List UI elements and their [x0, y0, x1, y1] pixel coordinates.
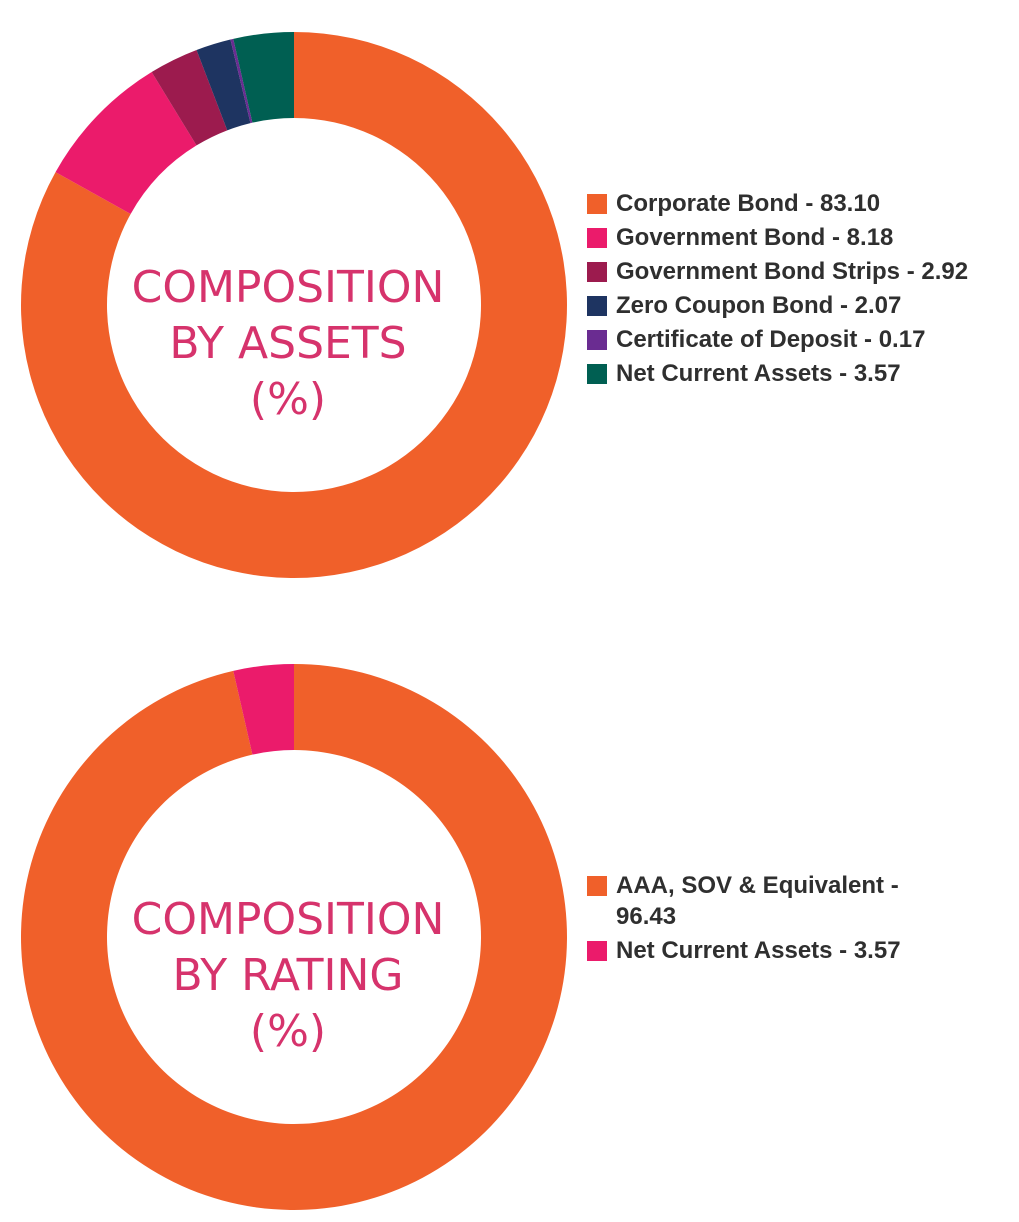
- legend-item-government-bond-strips: Government Bond Strips - 2.92: [587, 256, 1012, 287]
- legend-item-certificate-of-deposit: Certificate of Deposit - 0.17: [587, 324, 1012, 355]
- legend-label: AAA, SOV & Equivalent - 96.43: [616, 872, 899, 930]
- legend-swatch: [587, 876, 607, 896]
- composition-by-assets-chart: COMPOSITION BY ASSETS (%) Corporate Bond…: [0, 0, 1019, 610]
- assets-legend: Corporate Bond - 83.10 Government Bond -…: [587, 188, 1012, 392]
- slice-aaa-sov-equivalent: [21, 664, 568, 1210]
- legend-label: Certificate of Deposit - 0.17: [616, 326, 926, 353]
- rating-donut-chart: [21, 664, 568, 1210]
- legend-item-zero-coupon-bond: Zero Coupon Bond - 2.07: [587, 290, 1012, 321]
- rating-title-line-1: COMPOSITION: [131, 894, 445, 945]
- assets-title-line-1: COMPOSITION: [131, 262, 445, 313]
- legend-label: Government Bond - 8.18: [616, 224, 894, 251]
- assets-title-line-2: BY ASSETS: [169, 318, 407, 369]
- legend-swatch: [587, 296, 607, 316]
- legend-item-corporate-bond: Corporate Bond - 83.10: [587, 188, 1012, 219]
- rating-title-line-3: (%): [249, 1006, 327, 1057]
- legend-label: Government Bond Strips - 2.92: [616, 258, 969, 285]
- legend-swatch: [587, 330, 607, 350]
- assets-chart-title: COMPOSITION BY ASSETS (%): [108, 260, 468, 428]
- slice-certificate-of-deposit: [230, 38, 253, 124]
- legend-label: Net Current Assets - 3.57: [616, 360, 901, 387]
- assets-donut-chart: [20, 32, 568, 578]
- rating-chart-title: COMPOSITION BY RATING (%): [108, 892, 468, 1060]
- composition-by-rating-chart: COMPOSITION BY RATING (%) AAA, SOV & Equ…: [0, 610, 1019, 1222]
- slice-government-bond-strips: [151, 49, 228, 146]
- legend-swatch: [587, 262, 607, 282]
- slice-zero-coupon-bond: [196, 39, 251, 131]
- legend-label: Zero Coupon Bond - 2.07: [616, 292, 902, 319]
- legend-swatch: [587, 194, 607, 214]
- slice-government-bond: [55, 72, 197, 214]
- slice-corporate-bond: [20, 32, 568, 578]
- assets-title-line-3: (%): [249, 374, 327, 425]
- slice-net-current-assets: [233, 664, 294, 755]
- legend-label: Net Current Assets - 3.57: [616, 937, 901, 964]
- rating-title-line-2: BY RATING: [172, 950, 404, 1001]
- slice-net-current-assets: [233, 32, 294, 123]
- legend-swatch: [587, 364, 607, 384]
- legend-swatch: [587, 228, 607, 248]
- rating-legend: AAA, SOV & Equivalent - 96.43 Net Curren…: [587, 870, 947, 969]
- legend-swatch: [587, 941, 607, 961]
- legend-item-aaa-sov-equivalent: AAA, SOV & Equivalent - 96.43: [587, 870, 947, 932]
- legend-label: Corporate Bond - 83.10: [616, 190, 881, 217]
- legend-item-net-current-assets: Net Current Assets - 3.57: [587, 358, 1012, 389]
- legend-item-net-current-assets: Net Current Assets - 3.57: [587, 935, 947, 966]
- legend-item-government-bond: Government Bond - 8.18: [587, 222, 1012, 253]
